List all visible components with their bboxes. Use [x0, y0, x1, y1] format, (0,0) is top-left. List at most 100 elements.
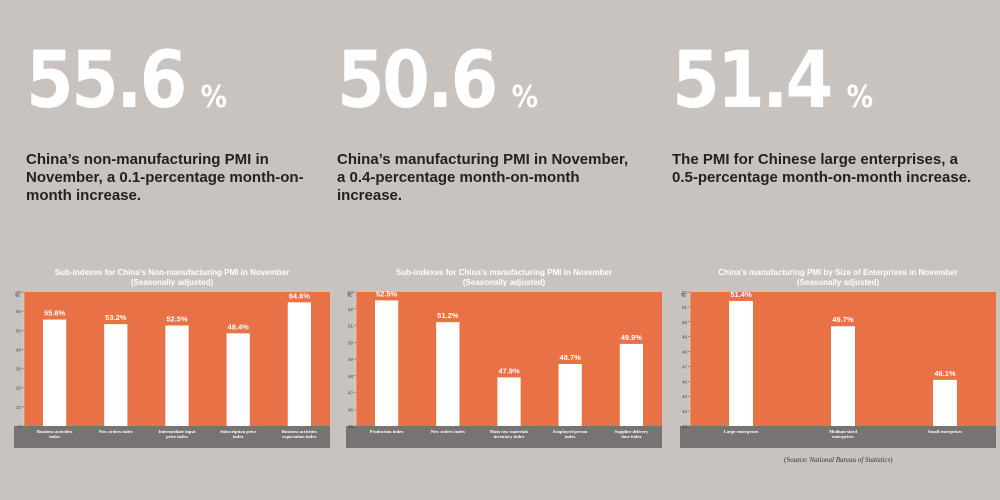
- y-tick-label: 30: [16, 367, 22, 372]
- bar-value-label: 49.7%: [832, 315, 854, 324]
- source-note: (Source: National Bureau of Statistics): [784, 456, 893, 464]
- bar-value-label: 49.9%: [621, 333, 643, 342]
- bar: [933, 379, 957, 426]
- category-label-line: Business activities: [282, 429, 318, 434]
- stat-manufacturing: 50.6% China’s manufacturing PMI in Novem…: [337, 36, 637, 205]
- bar-value-label: 52.5%: [376, 290, 398, 298]
- category-label: New orders index: [431, 429, 466, 434]
- y-tick-label: 60: [16, 309, 22, 314]
- y-tick-label: 45: [682, 394, 688, 399]
- y-tick-label: 52: [682, 290, 688, 295]
- category-label-line: enterprises: [832, 434, 854, 439]
- bar-value-label: 48.4%: [228, 322, 250, 331]
- category-label: Subscription price index: [220, 429, 256, 439]
- y-tick-label: 20: [16, 386, 22, 391]
- stat-non-manufacturing: 55.6% China’s non-manufacturing PMI in N…: [26, 36, 326, 205]
- stat-unit: %: [200, 80, 228, 115]
- category-label-line: Production index: [370, 429, 404, 434]
- source-suffix: ): [890, 456, 893, 464]
- y-tick-label: 45: [348, 424, 354, 429]
- category-axis-band: [346, 426, 662, 448]
- category-label-line: Employed person: [553, 429, 588, 434]
- bar-value-label: 47.9%: [498, 366, 520, 375]
- category-label: Large enterprises: [724, 429, 759, 434]
- y-tick-label: 46: [682, 379, 688, 384]
- category-label-line: index: [565, 434, 576, 439]
- bar: [436, 322, 460, 426]
- bar: [831, 326, 855, 426]
- category-axis-band: [14, 426, 330, 448]
- category-label-line: Intermediate input: [158, 429, 196, 434]
- bar-value-label: 52.5%: [166, 315, 188, 324]
- bar: [374, 300, 399, 426]
- chart-panel-non-manufacturing: Sub-indexes for China’s Non-manufacturin…: [14, 268, 330, 450]
- y-tick-label: 47: [682, 364, 688, 369]
- y-tick-label: 43: [682, 424, 688, 429]
- bar-value-label: 51.4%: [730, 290, 752, 299]
- bar: [558, 364, 582, 426]
- bar-value-label: 46.1%: [934, 369, 956, 378]
- y-tick-label: 46: [348, 407, 354, 412]
- y-tick-label: 50: [682, 320, 688, 325]
- category-label-line: New orders index: [99, 429, 134, 434]
- bar-value-label: 51.2%: [437, 311, 459, 320]
- category-label-line: Main raw materials: [490, 429, 529, 434]
- category-label-line: Small enterprises: [928, 429, 962, 434]
- category-label-line: index: [49, 434, 60, 439]
- y-tick-label: 40: [16, 347, 22, 352]
- category-label-line: Medium-sized: [829, 429, 857, 434]
- y-tick-label: 49: [348, 357, 354, 362]
- bar-chart-non-manufacturing: % 0 10 20 30 40 50 60 70 55.6% Business activities…: [14, 290, 330, 448]
- stat-value: 51.4: [672, 36, 833, 126]
- category-label: Business activities index: [37, 429, 73, 439]
- bar: [729, 300, 753, 426]
- y-tick-label: 52: [348, 307, 354, 312]
- stat-value-row: 50.6%: [337, 36, 601, 143]
- stat-description: The PMI for Chinese large enterprises, a…: [672, 151, 972, 186]
- y-tick-label: 48: [682, 350, 688, 355]
- y-tick-label: 10: [16, 405, 22, 410]
- y-axis-unit-label: %: [347, 293, 352, 299]
- bar-chart-enterprise-size: % 43 44 45 46 47 48 49 50 51 52 51.4% Large enterpri…: [680, 290, 996, 448]
- category-label-line: index: [233, 434, 244, 439]
- y-tick-label: 70: [16, 290, 22, 295]
- category-label: Employed person index: [553, 429, 588, 439]
- category-label-line: expectation index: [282, 434, 317, 439]
- category-label-line: Subscription price: [220, 429, 256, 434]
- category-label: Business activities expectation index: [282, 429, 318, 439]
- category-label-line: Large enterprises: [724, 429, 759, 434]
- category-label-line: price index: [166, 434, 189, 439]
- stat-unit: %: [511, 80, 539, 115]
- stat-description: China’s non-manufacturing PMI in Novembe…: [26, 151, 304, 204]
- stat-value-row: 51.4%: [672, 36, 936, 143]
- source-name: National Bureau of Statistics: [809, 456, 891, 464]
- chart-title: China’s manufacturing PMI by Size of Ent…: [718, 268, 958, 277]
- category-label: New orders index: [99, 429, 134, 434]
- category-label: Production index: [370, 429, 404, 434]
- chart-subtitle: (Seasonally adjusted): [130, 278, 214, 287]
- bar: [497, 377, 521, 426]
- bar-chart-manufacturing: % 45 46 47 48 49 50 51 52 53 52.5% Production index…: [346, 290, 662, 448]
- category-label: Supplier delivery time index: [615, 429, 649, 439]
- category-label-line: Business activities: [37, 429, 73, 434]
- chart-title-block: Sub-indexes for China’s Non-manufacturin…: [14, 268, 330, 290]
- source-prefix: (Source:: [784, 456, 810, 464]
- chart-title-block: China’s manufacturing PMI by Size of Ent…: [680, 268, 996, 290]
- bar: [619, 343, 644, 426]
- stat-value: 50.6: [337, 36, 498, 126]
- y-tick-label: 48: [348, 374, 354, 379]
- bar-value-label: 64.6%: [289, 291, 311, 300]
- chart-subtitle: (Seasonally adjusted): [796, 278, 880, 287]
- y-tick-label: 51: [348, 324, 354, 329]
- y-axis-unit-label: %: [681, 293, 686, 299]
- y-tick-label: 47: [348, 391, 354, 396]
- y-tick-label: 50: [16, 328, 22, 333]
- chart-panel-manufacturing: Sub-indexes for China’s manufacturing PM…: [346, 268, 662, 450]
- chart-subtitle: (Seasonally adjusted): [462, 278, 546, 287]
- stat-value-row: 55.6%: [26, 36, 290, 143]
- y-tick-label: 0: [18, 424, 21, 429]
- stat-description: China’s manufacturing PMI in November, a…: [337, 151, 629, 204]
- bar: [165, 325, 189, 426]
- category-label: Main raw materials inventory index: [490, 429, 529, 439]
- category-label-line: time index: [621, 434, 642, 439]
